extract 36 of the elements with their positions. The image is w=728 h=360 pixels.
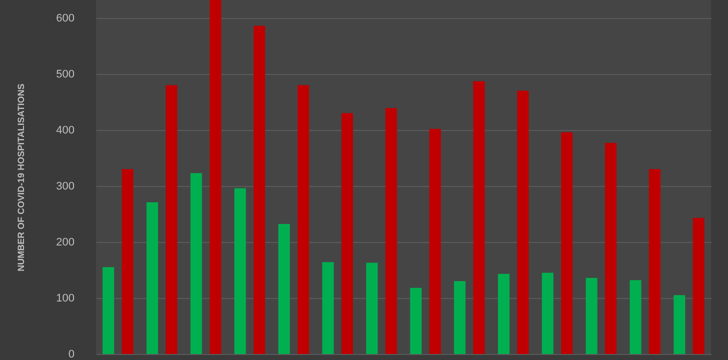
bar <box>190 173 202 354</box>
bar <box>254 26 266 354</box>
bar <box>102 267 114 354</box>
y-tick-label: 500 <box>56 68 74 80</box>
bar <box>278 224 290 354</box>
bar <box>605 142 617 354</box>
bar <box>648 169 660 354</box>
bar <box>385 108 397 354</box>
y-tick-label: 300 <box>56 180 74 192</box>
y-tick-label: 200 <box>56 236 74 248</box>
bar <box>166 85 178 354</box>
y-tick-label: 100 <box>56 292 74 304</box>
bar <box>517 90 529 354</box>
bar <box>146 202 158 354</box>
y-tick-label: 400 <box>56 124 74 136</box>
bar <box>561 132 573 354</box>
bar <box>341 113 353 354</box>
bar <box>234 188 246 354</box>
bar <box>322 262 334 354</box>
bar <box>210 0 222 354</box>
bar <box>454 281 466 354</box>
bar <box>498 274 510 354</box>
bar <box>542 272 554 354</box>
bar <box>410 288 422 354</box>
y-tick-label: 600 <box>56 12 74 24</box>
bar <box>692 218 704 354</box>
bar <box>298 85 310 354</box>
bar <box>630 280 642 354</box>
y-tick-label: 0 <box>68 348 74 360</box>
bar <box>473 81 485 354</box>
bar <box>366 262 378 354</box>
bar <box>122 169 134 354</box>
y-axis-title: NUMBER OF COVID-19 HOSPITALISATIONS <box>16 84 26 272</box>
bar <box>429 128 441 354</box>
bar <box>586 278 598 354</box>
bar <box>674 295 686 354</box>
